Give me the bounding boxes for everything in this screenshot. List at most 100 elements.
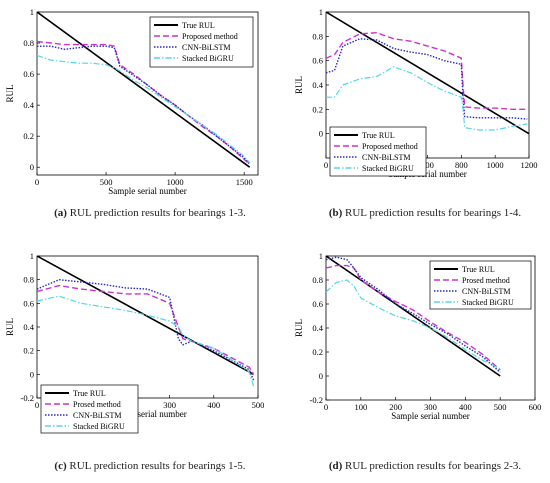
- legend-label-c-0: True RUL: [73, 389, 106, 398]
- caption-b-label: (b): [328, 207, 343, 219]
- series-line-b-1: [326, 32, 528, 111]
- x-tick-label-b-0: 0: [324, 160, 328, 170]
- y-tick-label-a-0: 0: [30, 162, 34, 172]
- y-tick-label-c-5: 0.8: [23, 275, 34, 285]
- caption-c-text: RUL prediction results for bearings 1-5.: [69, 460, 246, 472]
- y-tick-label-c-2: 0.2: [23, 346, 34, 356]
- series-group-a: [37, 12, 251, 168]
- y-tick-label-a-1: 0.2: [23, 131, 34, 141]
- y-axis-label-d: RUL: [294, 319, 304, 337]
- y-axis-label-b: RUL: [294, 76, 304, 94]
- caption-b-text: RUL prediction results for bearings 1-4.: [345, 207, 522, 219]
- y-tick-label-c-0: -0.2: [21, 393, 34, 403]
- x-tick-label-c-0: 0: [35, 400, 39, 410]
- y-axis-label-a: RUL: [5, 85, 15, 103]
- x-tick-label-d-0: 0: [324, 402, 328, 412]
- x-axis-label-d: Sample serial number: [391, 411, 469, 421]
- y-tick-label-d-4: 0.6: [312, 299, 323, 309]
- caption-d: (d) RUL prediction results for bearings …: [315, 460, 535, 472]
- series-line-c-1: [37, 284, 255, 375]
- caption-c-label: (c): [54, 460, 67, 472]
- caption-c: (c) RUL prediction results for bearings …: [40, 460, 260, 472]
- legend-label-b-3: Stacked BiGRU: [362, 164, 414, 173]
- x-axis-label-a: Sample serial number: [108, 186, 186, 196]
- x-axis-label-b: Sample serial number: [388, 169, 466, 179]
- x-tick-label-b-1000: 1000: [487, 160, 504, 170]
- y-tick-label-a-3: 0.6: [23, 69, 34, 79]
- plot-frame-c: [36, 255, 259, 399]
- legend-label-b-1: Proposed method: [362, 142, 418, 151]
- series-line-c-3: [37, 295, 255, 387]
- x-tick-label-c-300: 300: [163, 400, 176, 410]
- caption-a-label: (a): [54, 207, 67, 219]
- x-tick-label-d-200: 200: [389, 402, 402, 412]
- legend-label-a-0: True RUL: [182, 21, 215, 30]
- x-tick-label-d-300: 300: [424, 402, 437, 412]
- series-line-a-3: [37, 54, 251, 163]
- series-line-b-3: [326, 66, 528, 131]
- legend-d: True RUL Prosed method CNN-BiLSTM Stacked B…: [429, 260, 532, 310]
- legend-b: True RUL Proposed method CNN-BiLSTM Stacked…: [329, 126, 427, 177]
- y-tick-label-a-4: 0.8: [23, 38, 34, 48]
- x-tick-label-a-500: 500: [100, 177, 113, 187]
- y-tick-label-b-5: 1: [319, 7, 323, 17]
- y-tick-label-d-5: 0.8: [312, 275, 323, 285]
- y-tick-label-d-0: -0.2: [310, 395, 323, 405]
- legend-label-d-1: Prosed method: [462, 276, 510, 285]
- caption-b: (b) RUL prediction results for bearings …: [315, 207, 535, 219]
- legend-label-a-3: Stacked BiGRU: [182, 54, 234, 63]
- chart-panel-a: 0 500 1000 1500 0 0.2 0.4 0.6 0.8 1 Sample serial …: [5, 7, 259, 196]
- chart-panel-d: 0 100 200 300 400 500 600-0.200.20.40.60.81Sam…: [294, 251, 541, 421]
- legend-label-c-2: CNN-BiLSTM: [73, 411, 121, 420]
- x-tick-label-a-1500: 1500: [236, 177, 253, 187]
- x-tick-label-d-500: 500: [494, 402, 507, 412]
- legend-label-c-1: Prosed method: [73, 400, 121, 409]
- x-tick-label-b-1200: 1200: [521, 160, 538, 170]
- y-tick-label-a-5: 1: [30, 7, 34, 17]
- x-tick-label-b-600: 600: [421, 160, 434, 170]
- y-tick-label-b-2: 0.4: [312, 80, 323, 90]
- legend-label-d-3: Stacked BiGRU: [462, 298, 514, 307]
- legend-label-b-2: CNN-BiLSTM: [362, 153, 410, 162]
- x-tick-label-a-0: 0: [35, 177, 39, 187]
- legend-a: True RUL Proposed method CNN-BiLSTM Stacked…: [149, 16, 254, 68]
- x-tick-label-d-100: 100: [354, 402, 367, 412]
- legend-c: True RUL Prosed method CNN-BiLSTM Stacked B…: [40, 384, 139, 434]
- legend-label-a-2: CNN-BiLSTM: [182, 43, 230, 52]
- caption-d-text: RUL prediction results for bearings 2-3.: [345, 460, 522, 472]
- legend-label-b-0: True RUL: [362, 131, 395, 140]
- y-tick-label-a-2: 0.4: [23, 100, 34, 110]
- x-tick-label-c-400: 400: [207, 400, 220, 410]
- series-line-a-0: [37, 12, 251, 168]
- series-line-b-0: [326, 12, 529, 135]
- y-tick-label-b-1: 0.2: [312, 104, 323, 114]
- y-tick-label-d-1: 0: [319, 371, 323, 381]
- x-tick-label-d-600: 600: [529, 402, 542, 412]
- series-line-b-2: [326, 38, 528, 120]
- y-axis-label-c: RUL: [5, 318, 15, 336]
- legend-label-d-2: CNN-BiLSTM: [462, 287, 510, 296]
- chart-panel-c: 0100200300400500-0.200.20.40.60.81Sample…: [5, 251, 265, 434]
- x-tick-label-a-1000: 1000: [167, 177, 184, 187]
- series-line-a-2: [37, 45, 251, 165]
- y-tick-label-b-4: 0.8: [312, 31, 323, 41]
- series-group-b: [326, 12, 529, 135]
- series-line-d-0: [326, 256, 501, 377]
- series-group-c: [37, 256, 255, 387]
- legend-label-c-3: Stacked BiGRU: [73, 422, 125, 431]
- series-line-c-0: [37, 256, 254, 376]
- x-axis-label-c: Sample serial number: [108, 409, 186, 419]
- x-tick-label-c-500: 500: [252, 400, 265, 410]
- x-tick-label-d-400: 400: [459, 402, 472, 412]
- y-tick-label-d-6: 1: [319, 251, 323, 261]
- y-tick-label-c-1: 0: [30, 369, 34, 379]
- legend-label-d-0: True RUL: [462, 265, 495, 274]
- y-tick-label-d-3: 0.4: [312, 323, 323, 333]
- caption-d-label: (d): [328, 460, 343, 472]
- y-tick-label-c-6: 1: [30, 251, 34, 261]
- caption-a-text: RUL prediction results for bearings 1-3.: [69, 207, 246, 219]
- y-tick-label-c-3: 0.4: [23, 322, 34, 332]
- series-group-d: [326, 256, 501, 377]
- series-line-d-2: [326, 256, 501, 373]
